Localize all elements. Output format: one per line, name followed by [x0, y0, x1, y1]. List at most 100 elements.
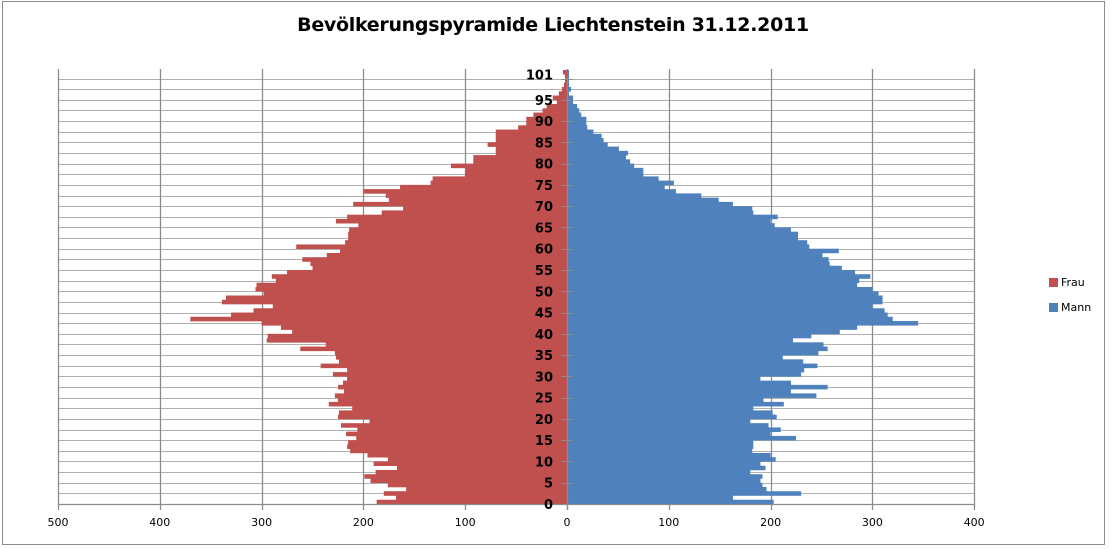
legend-item-mann: Mann: [1049, 300, 1091, 314]
bar-mann: [567, 338, 793, 343]
bar-mann: [567, 74, 570, 79]
bar-frau: [556, 99, 567, 105]
bar-mann: [567, 406, 754, 411]
bar-frau: [190, 316, 567, 322]
x-tick-label: 200: [353, 516, 374, 529]
bar-mann: [567, 350, 819, 356]
bar-mann: [567, 108, 580, 113]
bar-frau: [473, 155, 567, 160]
bar-mann: [567, 248, 839, 254]
bar-frau: [266, 338, 567, 343]
bar-mann: [567, 180, 674, 186]
bar-mann: [567, 495, 733, 501]
y-tick-label: 85: [535, 136, 553, 151]
bar-frau: [396, 465, 567, 471]
x-tick-label: 300: [251, 516, 272, 529]
bar-frau: [369, 418, 567, 424]
bar-frau: [312, 265, 567, 271]
bar-frau: [349, 227, 567, 232]
bar-frau: [363, 189, 567, 194]
bar-frau: [450, 163, 567, 169]
bar-frau: [341, 423, 567, 428]
bar-frau: [347, 214, 567, 220]
y-axis-labels: 0 5 10 15 20 25 30 35 40 45 50 55 60 65 70 75 80 85 90 95 10…: [526, 68, 553, 513]
y-tick-label: 25: [535, 392, 553, 407]
bar-frau: [326, 252, 567, 258]
x-tick-label: 100: [658, 516, 679, 529]
y-tick-label: 15: [535, 434, 553, 449]
y-tick-label: 70: [535, 200, 553, 215]
bar-frau: [350, 448, 567, 454]
bar-mann: [567, 397, 764, 403]
bar-frau: [495, 133, 567, 139]
bar-mann: [567, 359, 804, 364]
bar-frau: [275, 278, 567, 284]
bar-mann: [567, 287, 873, 292]
bar-frau: [338, 359, 567, 364]
y-tick-label: 10: [535, 455, 553, 470]
bar-mann: [567, 138, 604, 143]
bar-mann: [567, 423, 769, 428]
bar-mann: [567, 401, 784, 407]
y-tick-label: 90: [535, 115, 553, 130]
y-tick-label: 40: [535, 328, 553, 343]
bar-frau: [256, 282, 567, 288]
bar-frau: [348, 440, 567, 445]
bar-frau: [432, 176, 567, 181]
bar-frau: [387, 457, 567, 462]
bar-mann: [567, 299, 883, 305]
bar-mann: [567, 184, 665, 190]
bar-mann: [567, 440, 754, 445]
bar-frau: [376, 499, 567, 505]
bar-frau: [343, 380, 567, 386]
bar-frau: [375, 469, 567, 475]
bar-mann: [567, 214, 778, 220]
bar-mann: [567, 325, 858, 330]
bar-mann: [567, 435, 797, 441]
bar-mann: [567, 121, 587, 126]
bar-frau: [353, 201, 567, 207]
bar-mann: [567, 189, 676, 194]
bar-frau: [388, 197, 567, 203]
bar-mann: [567, 295, 883, 301]
y-tick-label: 50: [535, 285, 553, 300]
bar-frau: [473, 159, 567, 164]
y-tick-label: 75: [535, 179, 553, 194]
bar-frau: [296, 244, 567, 250]
bar-frau: [562, 70, 567, 75]
bar-frau: [328, 401, 567, 407]
bar-frau: [406, 486, 567, 492]
bar-frau: [320, 363, 567, 369]
bar-mann: [567, 308, 885, 313]
bar-frau: [348, 235, 567, 241]
legend-swatch-frau: [1049, 277, 1058, 287]
bar-frau: [272, 304, 567, 309]
bar-frau: [271, 274, 567, 279]
bar-mann: [567, 274, 871, 279]
bar-mann: [567, 321, 919, 326]
bar-frau: [395, 495, 567, 501]
bar-mann: [567, 499, 774, 505]
bar-frau: [381, 210, 567, 215]
bar-mann: [567, 469, 751, 475]
bar-frau: [367, 452, 567, 458]
bar-frau: [335, 218, 567, 224]
bar-mann: [567, 112, 582, 118]
bar-frau: [334, 393, 567, 398]
bar-frau: [564, 74, 567, 79]
bar-frau: [302, 257, 567, 262]
bar-frau: [337, 397, 567, 403]
bar-frau: [465, 167, 567, 173]
bar-mann: [567, 142, 608, 147]
bar-frau: [292, 329, 567, 335]
y-tick-label: 95: [535, 94, 553, 109]
y-tick-label: 101: [526, 68, 553, 83]
bar-mann: [567, 414, 777, 420]
bar-mann: [567, 355, 783, 360]
bar-frau: [546, 104, 567, 109]
bars: [190, 70, 919, 505]
bar-mann: [567, 70, 570, 75]
bar-mann: [567, 363, 818, 369]
bar-frau: [345, 240, 567, 245]
bar-frau: [465, 172, 567, 177]
